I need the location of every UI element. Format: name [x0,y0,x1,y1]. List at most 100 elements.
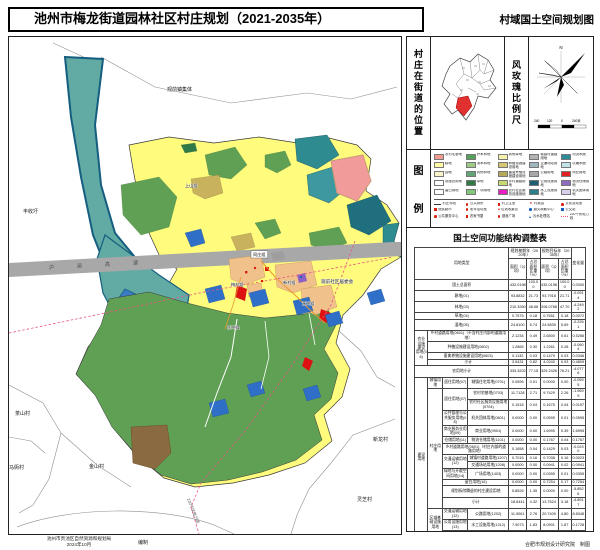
landuse-value-cell: 100.00 [526,278,541,291]
legend-symbol-label: 健身广场 [501,213,516,218]
drawing-name: 村域国土空间规划图 [499,14,595,26]
legend-symbol-item: 公共厕所 [465,202,496,206]
landuse-value-cell: 8.8348 [570,507,586,520]
minimap-name-ticks [459,63,491,95]
legend-symbol-item: 健身广场 [497,213,528,220]
map-label: 金山村 [89,463,104,470]
landuse-value-cell: 1.83 [526,518,541,531]
legend-patch-label: 园地 [445,170,452,174]
legend-patch-swatch [434,162,444,169]
legend-patch-swatch [465,153,476,160]
legend-symbol-label: 公交站 [565,207,576,211]
legend-patch-item: 城镇村道路用地 [529,153,559,160]
legend-patch-label: 耕地 [445,161,452,165]
table-row: 草地(04) 0.7579 0.18 0.7651 0.18 0.0072 [414,311,586,320]
legend-patch-swatch [497,162,508,169]
legend-title-cell: 图 例 [407,150,431,227]
legend-patch-swatch [434,189,444,196]
map-label: 新龙村 [373,436,388,443]
purple-landuse [297,273,307,283]
landuse-value-cell: 0.00 [557,376,572,389]
table-row: 耕地(01) 93.8832 21.73 93.7918 21.71 -0.0914 [414,289,586,302]
table-header-cell: 面积（公顷） [508,258,528,280]
wind-rose: N 240 120 0 240米 [534,45,587,129]
landuse-value-cell: 0.0395 [539,467,559,480]
legend-patch-label: 水工设施用地 [540,188,558,196]
landuse-value-cell: 0.1767 [539,436,559,445]
legend-symbol-label: 老年活动室 [469,207,487,211]
map-label: 同庄组 [253,251,266,258]
dot-icon [465,202,469,206]
landuse-value-cell: 2.76 [526,507,541,520]
legend-symbol-label: 村委会 [534,202,545,206]
landuse-name-cell: 农用地小计 [414,365,510,378]
star-icon: ★ [529,202,533,206]
legend-patch-item: 乡村道路用地 [497,180,528,187]
legend-patch-item: 种植设施建设用地 [497,162,528,169]
legend-patch-label: 公用设施用地 [540,179,558,187]
landuse-name-cell: 草地(04) [414,311,510,320]
legend-patch-swatch [434,180,444,187]
scale-label-2: 0 [561,119,563,123]
landuse-name-cell: 城镇用地 [427,376,444,389]
landuse-value-cell: 0.0395 [570,467,586,480]
table-header-cell: 变化量 [570,247,586,280]
landuse-value-cell: 0.0000 [539,485,559,498]
wind-rose-cell: N 240 120 0 240米 [529,37,593,149]
landuse-name-cell: 小计 [442,496,510,509]
landuse-value-cell: -0.0595 [570,376,586,389]
table-row: 区域基础设施用地 交通运输用地(12) 公路用地(1202) 11.9061 2.76 2… [415,507,586,531]
compass-title-cell: 风玫瑰比例尺 [505,37,529,149]
landuse-value-cell: -0.2261 [570,318,586,331]
sheet-title: 池州市梅龙街道园林社区村庄规划（2021-2035年） [8,7,424,32]
red-landuse-spots [235,267,331,371]
legend-patch-swatch [529,153,540,160]
landuse-name-cell: 交通运输用地(12) [442,507,469,520]
map-label: 观前社区居委会 [321,278,354,285]
legend-symbol-label: 避灾疏散中心 [533,207,554,211]
landuse-name-cell: 仓储用地(11) [442,436,469,445]
landuse-value-cell: -0.0604 [570,340,586,353]
map-label: 观前镇集体 [167,86,192,93]
table-row: 林地(03) 210.3260 48.68 206.0768 47.70 -4.2492 [414,300,586,313]
landuse-value-cell: 0.28 [557,340,572,353]
powerline-label: 220千伏电力线 [186,497,202,524]
legend-patch-label: 畜禽养殖设施建设用地 [508,170,526,178]
table-row: 小计 3.5431 0.82 4.0240 0.93 0.4809 [415,358,586,367]
legend-patch-item: 交通场站用地 [529,162,559,169]
landuse-name-cell: 广场用地(1403) [467,467,510,480]
landuse-name-cell: 交通场站用地(1208) [467,460,510,469]
location-title: 村庄在街道的位置 [413,49,423,137]
legend-patch-item: 灌木林地 [465,162,496,169]
legend-patch-swatch [497,189,508,196]
landuse-value-cell: 0.61 [557,329,572,342]
legend-patch-swatch [561,162,572,169]
landuse-name-cell: 林地(03) [414,300,510,313]
landuse-value-cell: 0.7651 [539,311,559,320]
landuse-value-cell: 1.87 [557,518,572,531]
landuse-value-cell: 0.0000 [570,278,586,291]
legend-patch-swatch [561,153,572,160]
legend-patch-label: 其他草地 [508,153,523,156]
powerline-routes [9,240,394,534]
legend-patch-swatch [497,153,508,160]
legend-patch-label: 农村社区服务设施用地 [508,188,526,196]
dot-icon [529,208,532,211]
landuse-name-cell: 种植设施建设用地(0602) [427,340,510,353]
landuse-value-cell: 0.01 [526,376,541,389]
landuse-value-cell: 3.5431 [508,358,528,367]
legend-symbol-item: 220千伏电力线 [561,213,591,220]
legend-symbol-item: 污水处理站 [529,213,559,220]
landuse-value-cell: 0.7015 [508,454,528,462]
landuse-value-cell: 2.1234 [508,329,528,342]
map-label: 马衙村 [9,464,24,471]
table-header-cell: 占总面积比重（%） [526,258,541,280]
legend-patch-swatch [465,180,476,187]
landuse-value-cell: 0.5266 [570,329,586,342]
gray-landuse [271,251,285,261]
legend-patch-item: 草地 [465,180,496,187]
landuse-value-cell: 329.2426 [539,365,559,378]
north-label: N [559,45,562,50]
landuse-value-cell: 0.0157 [570,398,586,411]
legend-patch-label: 留白用地 [445,188,459,192]
